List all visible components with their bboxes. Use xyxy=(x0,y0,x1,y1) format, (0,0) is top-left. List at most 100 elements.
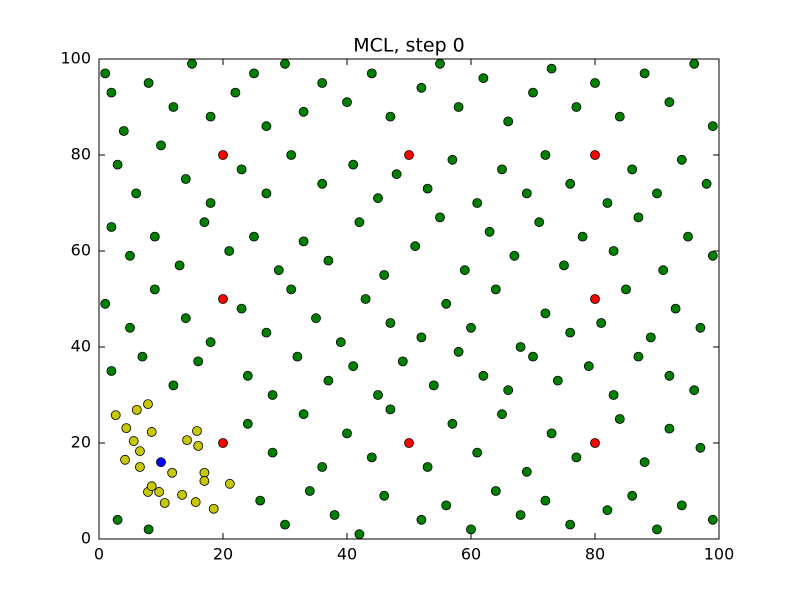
point xyxy=(348,159,359,170)
point xyxy=(453,102,464,112)
point xyxy=(515,342,526,352)
point xyxy=(242,418,253,429)
y-tick-label: 80 xyxy=(71,145,91,164)
point xyxy=(379,270,390,280)
point xyxy=(323,255,334,266)
point xyxy=(478,370,489,381)
point xyxy=(230,87,241,98)
point xyxy=(146,427,157,437)
point xyxy=(497,164,507,175)
point xyxy=(280,58,290,69)
point xyxy=(664,370,675,381)
point xyxy=(154,487,165,497)
point xyxy=(652,524,662,535)
point xyxy=(304,486,315,496)
point xyxy=(447,154,458,165)
point xyxy=(503,385,514,396)
point xyxy=(218,294,228,304)
point xyxy=(224,478,235,489)
point xyxy=(521,188,532,199)
plot-frame xyxy=(98,58,720,540)
point xyxy=(490,486,501,496)
point xyxy=(168,380,179,391)
point xyxy=(156,457,166,468)
point xyxy=(192,426,202,436)
point xyxy=(497,409,507,420)
point xyxy=(311,313,321,324)
point xyxy=(366,452,377,463)
point xyxy=(410,241,421,252)
point xyxy=(428,380,439,391)
point xyxy=(143,399,153,410)
point xyxy=(159,498,170,508)
point xyxy=(106,87,117,98)
point xyxy=(707,250,718,261)
point xyxy=(565,519,576,530)
point xyxy=(422,462,433,472)
point xyxy=(190,497,201,507)
x-tick-label: 100 xyxy=(704,545,735,564)
point xyxy=(466,524,476,535)
point xyxy=(689,58,700,69)
point xyxy=(528,87,538,98)
point xyxy=(110,410,121,421)
point xyxy=(267,390,278,400)
point xyxy=(391,169,402,180)
point xyxy=(205,337,216,348)
point xyxy=(528,351,538,362)
y-tick-label: 40 xyxy=(71,337,91,356)
point xyxy=(242,370,253,381)
point xyxy=(180,313,191,324)
point xyxy=(323,375,334,386)
point xyxy=(546,63,557,74)
point xyxy=(416,82,427,93)
point xyxy=(534,217,545,228)
point xyxy=(552,375,563,386)
point xyxy=(128,436,139,446)
point xyxy=(112,514,123,525)
x-tick-label: 20 xyxy=(213,545,233,564)
point xyxy=(112,159,123,170)
point xyxy=(416,514,427,525)
point xyxy=(689,385,700,396)
point xyxy=(658,265,669,276)
point xyxy=(177,489,187,500)
point xyxy=(385,404,396,415)
point xyxy=(614,111,625,122)
point xyxy=(509,250,520,261)
point xyxy=(540,495,551,506)
point xyxy=(249,68,259,79)
point xyxy=(342,428,352,439)
point xyxy=(261,327,272,338)
point xyxy=(100,68,111,79)
point xyxy=(193,356,204,367)
point xyxy=(100,298,111,309)
point xyxy=(565,178,576,189)
y-tick-label: 60 xyxy=(71,241,91,260)
point xyxy=(627,164,638,175)
point xyxy=(143,78,154,88)
point xyxy=(590,294,600,304)
point xyxy=(546,428,557,439)
point xyxy=(180,174,191,184)
point xyxy=(633,212,644,223)
point xyxy=(676,154,687,165)
point xyxy=(168,102,179,112)
x-tick-label: 80 xyxy=(585,545,605,564)
point xyxy=(385,111,396,122)
point xyxy=(639,68,650,79)
point xyxy=(149,284,160,295)
point xyxy=(608,246,619,256)
point xyxy=(441,298,452,309)
point xyxy=(125,250,135,261)
point xyxy=(187,58,197,69)
point xyxy=(131,188,142,199)
point xyxy=(125,322,135,333)
point xyxy=(199,467,210,478)
point xyxy=(664,97,675,108)
point xyxy=(701,178,712,189)
point xyxy=(608,390,619,400)
point xyxy=(639,457,650,468)
